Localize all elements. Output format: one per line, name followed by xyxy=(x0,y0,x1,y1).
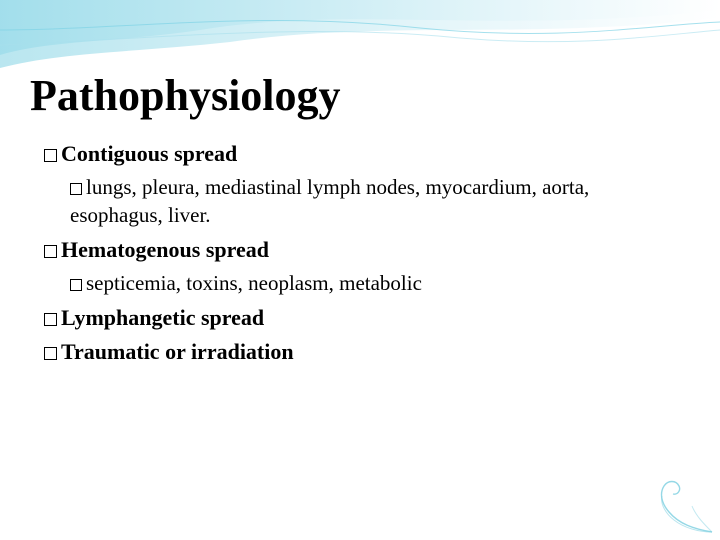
bullet-level2: lungs, pleura, mediastinal lymph nodes, … xyxy=(70,173,670,230)
slide-content: Pathophysiology Contiguous spread lungs,… xyxy=(30,70,690,371)
bullet-level1: Traumatic or irradiation xyxy=(44,337,690,367)
bullet-text: Traumatic or irradiation xyxy=(61,339,294,364)
slide-title: Pathophysiology xyxy=(30,70,690,121)
square-bullet-icon xyxy=(44,149,57,162)
square-bullet-icon xyxy=(70,183,82,195)
square-bullet-icon xyxy=(44,313,57,326)
bullet-text: septicemia, toxins, neoplasm, metabolic xyxy=(86,271,422,295)
square-bullet-icon xyxy=(70,279,82,291)
square-bullet-icon xyxy=(44,347,57,360)
square-bullet-icon xyxy=(44,245,57,258)
bullet-level1: Lymphangetic spread xyxy=(44,303,690,333)
bullet-level2: septicemia, toxins, neoplasm, metabolic xyxy=(70,269,670,297)
bullet-text: lungs, pleura, mediastinal lymph nodes, … xyxy=(70,175,589,227)
decorative-corner-flourish xyxy=(624,474,714,534)
bullet-text: Contiguous spread xyxy=(61,141,237,166)
decorative-wave-header xyxy=(0,0,720,80)
bullet-text: Hematogenous spread xyxy=(61,237,269,262)
bullet-level1: Contiguous spread xyxy=(44,139,690,169)
bullet-text: Lymphangetic spread xyxy=(61,305,264,330)
bullet-level1: Hematogenous spread xyxy=(44,235,690,265)
